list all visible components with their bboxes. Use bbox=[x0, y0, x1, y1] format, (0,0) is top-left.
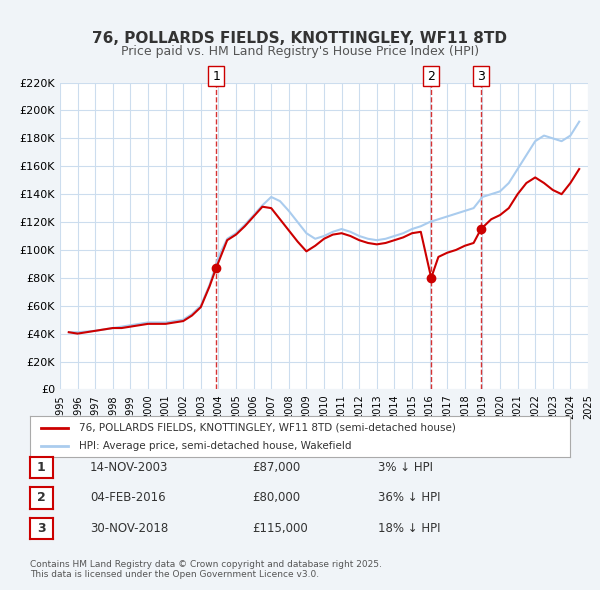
Text: 14-NOV-2003: 14-NOV-2003 bbox=[90, 461, 169, 474]
Text: HPI: Average price, semi-detached house, Wakefield: HPI: Average price, semi-detached house,… bbox=[79, 441, 351, 451]
Text: 3: 3 bbox=[477, 70, 485, 83]
Text: 3% ↓ HPI: 3% ↓ HPI bbox=[378, 461, 433, 474]
Text: 76, POLLARDS FIELDS, KNOTTINGLEY, WF11 8TD: 76, POLLARDS FIELDS, KNOTTINGLEY, WF11 8… bbox=[92, 31, 508, 46]
Text: 18% ↓ HPI: 18% ↓ HPI bbox=[378, 522, 440, 535]
Text: 3: 3 bbox=[37, 522, 46, 535]
Text: 2: 2 bbox=[427, 70, 435, 83]
Text: Price paid vs. HM Land Registry's House Price Index (HPI): Price paid vs. HM Land Registry's House … bbox=[121, 45, 479, 58]
Text: 1: 1 bbox=[37, 461, 46, 474]
Text: Contains HM Land Registry data © Crown copyright and database right 2025.
This d: Contains HM Land Registry data © Crown c… bbox=[30, 560, 382, 579]
Text: £115,000: £115,000 bbox=[252, 522, 308, 535]
Text: £80,000: £80,000 bbox=[252, 491, 300, 504]
Text: £87,000: £87,000 bbox=[252, 461, 300, 474]
Text: 76, POLLARDS FIELDS, KNOTTINGLEY, WF11 8TD (semi-detached house): 76, POLLARDS FIELDS, KNOTTINGLEY, WF11 8… bbox=[79, 422, 455, 432]
Text: 36% ↓ HPI: 36% ↓ HPI bbox=[378, 491, 440, 504]
Text: 30-NOV-2018: 30-NOV-2018 bbox=[90, 522, 168, 535]
Text: 1: 1 bbox=[212, 70, 220, 83]
Text: 04-FEB-2016: 04-FEB-2016 bbox=[90, 491, 166, 504]
Text: 2: 2 bbox=[37, 491, 46, 504]
